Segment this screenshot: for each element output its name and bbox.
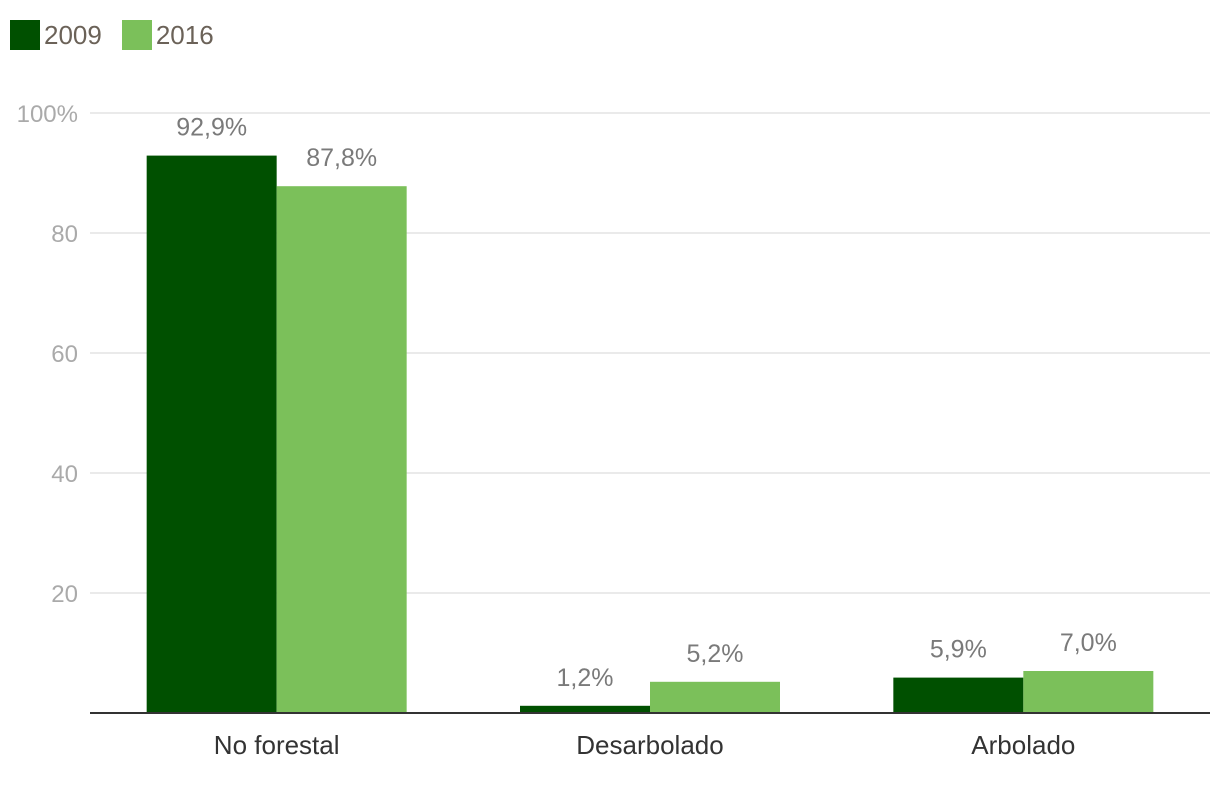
x-category-label-0: No forestal: [214, 730, 340, 760]
legend-item-2009[interactable]: 2009: [10, 20, 102, 51]
legend-item-2016[interactable]: 2016: [121, 19, 214, 51]
bar-2009-2[interactable]: [893, 677, 1024, 713]
bar-2009-0[interactable]: [146, 155, 277, 714]
data-label-2016-1: 5,2%: [687, 640, 744, 668]
bar-2016-0[interactable]: [276, 186, 407, 713]
data-label-2009-2: 5,9%: [930, 636, 987, 664]
legend-label-2009: 2009: [44, 19, 102, 50]
labels: 20 40 60 80 100% 92,9% 87,8% No forestal 1,2% 5,2…: [17, 101, 1117, 760]
y-tick-label-40: 40: [51, 461, 78, 488]
x-category-label-2: Arbolado: [971, 730, 1075, 760]
data-label-2016-0: 87,8%: [306, 144, 377, 172]
y-tick-label-20: 20: [51, 581, 78, 608]
legend-swatch-2009: [10, 20, 40, 50]
bars: [146, 155, 1154, 714]
legend-swatch-2016: [121, 20, 152, 50]
data-label-2009-0: 92,9%: [176, 114, 247, 142]
bar-2009-1[interactable]: [520, 705, 650, 713]
legend-label-2016: 2016: [155, 19, 214, 50]
data-label-2016-2: 7,0%: [1060, 629, 1117, 657]
y-tick-label-100: 100%: [17, 101, 78, 128]
bar-2016-1[interactable]: [650, 681, 780, 713]
y-tick-label-60: 60: [51, 341, 78, 368]
chart-legend: 2009 2016: [10, 18, 234, 52]
bar-2016-2[interactable]: [1023, 671, 1154, 713]
y-tick-label-80: 80: [51, 221, 78, 248]
x-category-label-1: Desarbolado: [576, 730, 723, 760]
data-label-2009-1: 1,2%: [557, 664, 614, 692]
